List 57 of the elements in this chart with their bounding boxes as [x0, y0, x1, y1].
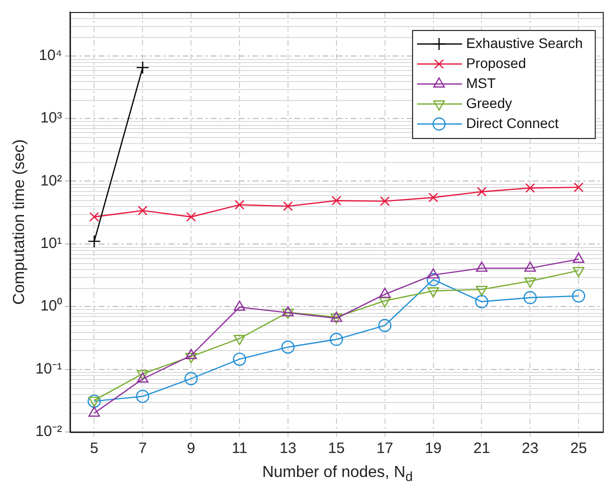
- point: [574, 182, 584, 192]
- x-tick-label: 17: [376, 440, 394, 458]
- point: [283, 201, 293, 212]
- point: [282, 308, 294, 319]
- x-tick-label: 25: [570, 440, 587, 458]
- legend-label: MST: [466, 74, 496, 91]
- point: [136, 390, 150, 403]
- y-tick-label: 10⁰: [40, 298, 62, 315]
- y-tick-label: 10⁻²: [35, 423, 62, 440]
- point: [380, 196, 390, 206]
- point: [524, 291, 537, 304]
- x-tick-label: 15: [328, 440, 345, 458]
- point: [476, 286, 488, 296]
- point: [232, 352, 246, 366]
- y-tick-label: 10³: [40, 110, 62, 127]
- point: [525, 183, 535, 193]
- point: [332, 196, 342, 206]
- x-tick-label: 23: [522, 440, 538, 458]
- point: [524, 278, 536, 288]
- legend-label: Greedy: [466, 94, 512, 111]
- point: [379, 297, 391, 308]
- y-tick-label: 10⁴: [38, 46, 62, 64]
- point: [572, 289, 586, 303]
- x-tick-label: 19: [424, 440, 442, 458]
- x-axis-title: Number of nodes, N$_{d}$: [261, 464, 414, 484]
- point: [89, 212, 100, 222]
- point: [234, 334, 246, 346]
- point: [572, 266, 584, 278]
- point: [476, 186, 487, 197]
- x-tick-label: 7: [138, 440, 147, 458]
- point: [475, 295, 488, 308]
- point: [281, 340, 295, 354]
- point: [330, 332, 343, 346]
- point: [234, 200, 244, 210]
- point: [427, 287, 440, 298]
- y-axis-title: Computation time (sec): [11, 139, 28, 305]
- y-tick-label: 10²: [40, 172, 62, 190]
- point: [136, 60, 150, 74]
- point: [428, 192, 438, 202]
- point: [88, 234, 101, 248]
- x-tick-label: 5: [90, 440, 98, 458]
- legend-label: Exhaustive Search: [466, 34, 583, 51]
- legend-label: Proposed: [466, 54, 526, 71]
- point: [186, 212, 196, 222]
- legend-label: Direct Connect: [466, 114, 559, 131]
- point: [138, 206, 148, 216]
- y-tick-label: 10⁻¹: [35, 360, 62, 378]
- x-tick-label: 11: [232, 440, 248, 458]
- x-tick-label: 13: [280, 440, 296, 458]
- point: [136, 370, 148, 380]
- x-tick-label: 9: [186, 440, 196, 458]
- point: [185, 352, 197, 364]
- x-tick-label: 21: [473, 440, 490, 458]
- point: [378, 318, 392, 332]
- point: [426, 272, 440, 286]
- y-tick-label: 10¹: [40, 235, 62, 252]
- point: [184, 372, 198, 386]
